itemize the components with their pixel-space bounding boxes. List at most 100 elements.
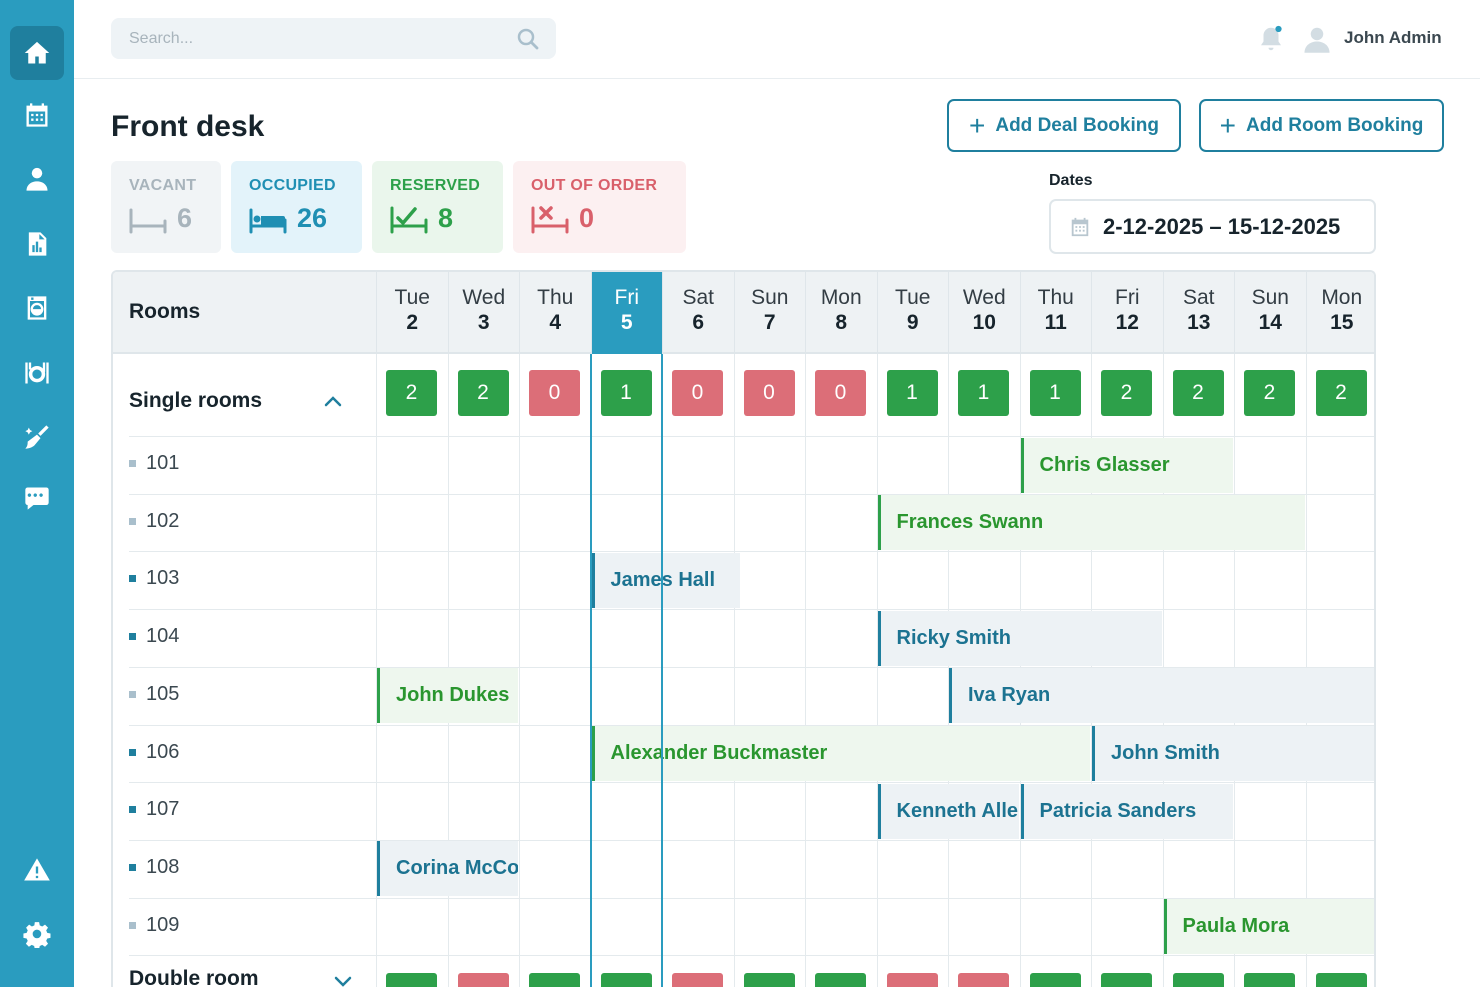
room-label-106[interactable]: 106	[129, 741, 179, 764]
user-name[interactable]: John Admin	[1344, 28, 1442, 47]
day-header-15[interactable]: Mon 15	[1305, 272, 1375, 354]
booking-bar[interactable]: Iva Ryan	[949, 668, 1374, 724]
sidebar-item-laundry[interactable]	[10, 281, 64, 335]
availability-count[interactable]	[1315, 973, 1367, 987]
room-label-104[interactable]: 104	[129, 625, 179, 648]
row-divider	[129, 724, 1374, 726]
add-deal-booking-button[interactable]: + Add Deal Booking	[947, 99, 1181, 152]
day-header-2[interactable]: Tue 2	[376, 272, 448, 354]
booking-bar[interactable]: Chris Glasser	[1020, 437, 1233, 493]
add-room-booking-button[interactable]: + Add Room Booking	[1199, 99, 1444, 152]
availability-count[interactable]	[815, 973, 866, 987]
booking-bar[interactable]: John Dukes	[377, 668, 518, 724]
status-card-reserved[interactable]: RESERVED 8	[372, 161, 503, 253]
availability-count[interactable]	[457, 973, 509, 987]
group-label-single-rooms[interactable]: Single rooms	[129, 389, 263, 412]
availability-count[interactable]: 1	[600, 370, 652, 416]
guest-name: Ricky Smith	[896, 626, 1011, 649]
availability-count[interactable]: 1	[886, 370, 938, 416]
avatar[interactable]	[1302, 24, 1332, 54]
sidebar-item-messages[interactable]	[10, 471, 64, 525]
booking-bar[interactable]: Paula Mora	[1163, 899, 1374, 955]
availability-count[interactable]	[886, 973, 938, 987]
sidebar-item-calendar[interactable]	[10, 88, 64, 142]
booking-bar[interactable]: Alexander Buckmaster	[591, 726, 1090, 781]
room-label-105[interactable]: 105	[129, 683, 179, 706]
day-header-8[interactable]: Mon 8	[805, 272, 877, 354]
booking-bar[interactable]: James Hall	[591, 552, 740, 608]
availability-count[interactable]: 0	[672, 370, 723, 416]
chevron-down-icon[interactable]	[333, 971, 353, 987]
room-number: 109	[146, 913, 180, 936]
availability-count[interactable]: 2	[1101, 370, 1152, 416]
room-label-109[interactable]: 109	[129, 914, 179, 937]
sidebar-item-reports[interactable]	[10, 217, 64, 271]
day-name: Mon	[1321, 286, 1363, 309]
availability-count[interactable]: 0	[815, 370, 866, 416]
day-header-6[interactable]: Sat 6	[662, 272, 734, 354]
availability-count[interactable]: 2	[457, 370, 509, 416]
search-icon[interactable]	[516, 27, 540, 51]
notification-bell-icon[interactable]	[1256, 24, 1286, 54]
sidebar-item-home[interactable]	[10, 26, 64, 80]
availability-count[interactable]	[529, 973, 580, 987]
availability-count[interactable]: 2	[1244, 370, 1295, 416]
day-header-9[interactable]: Tue 9	[876, 272, 949, 354]
availability-count[interactable]	[1029, 973, 1081, 987]
sidebar-item-housekeeping[interactable]	[10, 410, 64, 464]
day-header-12[interactable]: Fri 12	[1091, 272, 1163, 354]
availability-count[interactable]	[743, 973, 795, 987]
room-label-102[interactable]: 102	[129, 510, 179, 533]
day-header-5[interactable]: Fri 5	[590, 272, 662, 354]
guest-name: Chris Glasser	[1039, 453, 1170, 476]
availability-count[interactable]: 2	[1315, 370, 1367, 416]
availability-count[interactable]	[1244, 973, 1295, 987]
availability-count[interactable]	[1172, 973, 1224, 987]
group-label-double-room[interactable]: Double room	[129, 967, 259, 987]
availability-count[interactable]: 1	[958, 370, 1009, 416]
room-label-101[interactable]: 101	[129, 452, 179, 475]
status-card-occupied[interactable]: OCCUPIED 26	[231, 161, 362, 253]
availability-count[interactable]	[600, 973, 652, 987]
booking-bar[interactable]: Patricia Sanders	[1020, 783, 1233, 839]
sidebar-item-settings[interactable]	[10, 907, 64, 961]
day-header-11[interactable]: Thu 11	[1019, 272, 1092, 354]
day-header-14[interactable]: Sun 14	[1234, 272, 1306, 354]
booking-bar[interactable]: Corina McCoy	[377, 841, 518, 897]
booking-calendar: Rooms Tue 2 Wed 3 Thu 4 Fri 5 Sat 6 Sun 7 Mon 8 Tue 9 We…	[111, 270, 1376, 987]
day-name: Tue	[895, 286, 931, 309]
day-name: Sun	[751, 286, 789, 309]
day-name: Mon	[820, 286, 862, 309]
sidebar-item-guests[interactable]	[10, 152, 64, 206]
availability-count[interactable]	[1101, 973, 1152, 987]
room-label-103[interactable]: 103	[129, 567, 179, 590]
availability-count[interactable]	[958, 973, 1009, 987]
sidebar-item-restaurant[interactable]	[10, 346, 64, 400]
availability-count[interactable]	[386, 973, 437, 987]
sidebar-item-alerts[interactable]	[10, 843, 64, 897]
availability-count[interactable]: 1	[1029, 370, 1081, 416]
room-label-107[interactable]: 107	[129, 798, 179, 821]
search-input[interactable]	[111, 18, 501, 59]
day-header-3[interactable]: Wed 3	[447, 272, 520, 354]
status-card-vacant[interactable]: VACANT 6	[111, 161, 221, 253]
room-label-108[interactable]: 108	[129, 856, 179, 879]
day-header-4[interactable]: Thu 4	[519, 272, 591, 354]
chevron-up-icon[interactable]	[323, 392, 343, 412]
availability-count[interactable]	[672, 973, 723, 987]
booking-bar[interactable]: John Smith	[1092, 726, 1374, 781]
row-divider	[129, 666, 1374, 668]
booking-bar[interactable]: Ricky Smith	[877, 610, 1162, 666]
day-header-7[interactable]: Sun 7	[733, 272, 806, 354]
booking-bar[interactable]: Kenneth Allen	[877, 783, 1019, 839]
day-header-10[interactable]: Wed 10	[948, 272, 1020, 354]
booking-bar[interactable]: Frances Swann	[877, 495, 1305, 551]
column-divider	[733, 354, 735, 987]
availability-count[interactable]: 0	[529, 370, 580, 416]
availability-count[interactable]: 0	[743, 370, 795, 416]
status-card-out-of-order[interactable]: OUT OF ORDER 0	[513, 161, 686, 253]
date-range-picker[interactable]: 2-12-2025 – 15-12-2025	[1049, 199, 1376, 254]
availability-count[interactable]: 2	[1172, 370, 1224, 416]
day-header-13[interactable]: Sat 13	[1162, 272, 1235, 354]
availability-count[interactable]: 2	[386, 370, 437, 416]
